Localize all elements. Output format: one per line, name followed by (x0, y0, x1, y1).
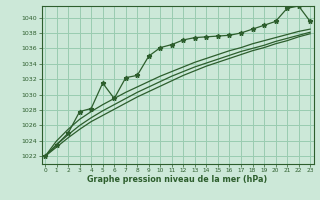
X-axis label: Graphe pression niveau de la mer (hPa): Graphe pression niveau de la mer (hPa) (87, 175, 268, 184)
